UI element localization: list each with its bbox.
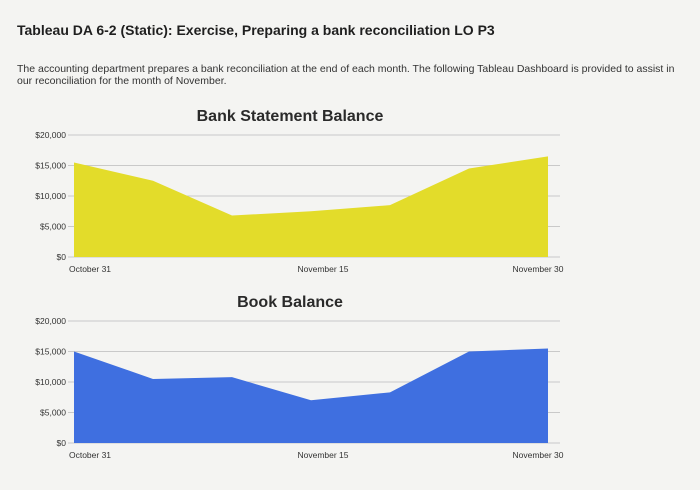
- y-tick-label: $5,000: [40, 222, 66, 232]
- y-tick-label: $0: [57, 252, 67, 262]
- intro-paragraph: The accounting department prepares a ban…: [17, 63, 675, 87]
- x-tick-label: November 15: [297, 450, 348, 460]
- bank-statement-balance-chart: $0 $5,000 $10,000 $15,000 $20,000 October 31 N…: [35, 130, 564, 274]
- y-tick-label: $20,000: [35, 316, 66, 326]
- area-series-1: [74, 348, 548, 443]
- x-tick-label: November 30: [512, 264, 563, 274]
- y-tick-label: $15,000: [35, 347, 66, 357]
- area-series-0: [74, 156, 548, 257]
- x-tick-label: October 31: [69, 450, 111, 460]
- y-tick-label: $20,000: [35, 130, 66, 140]
- y-tick-label: $0: [57, 438, 67, 448]
- x-tick-label: October 31: [69, 264, 111, 274]
- page-title: Tableau DA 6-2 (Static): Exercise, Prepa…: [17, 22, 495, 38]
- y-tick-label: $10,000: [35, 377, 66, 387]
- x-tick-label: November 30: [512, 450, 563, 460]
- x-tick-label: November 15: [297, 264, 348, 274]
- chart-title-book-balance: Book Balance: [237, 294, 343, 311]
- chart-title-bank-statement: Bank Statement Balance: [196, 108, 384, 125]
- book-balance-chart: $0 $5,000 $10,000 $15,000 $20,000 October 31 N…: [35, 316, 564, 460]
- y-tick-label: $10,000: [35, 191, 66, 201]
- y-tick-label: $15,000: [35, 161, 66, 171]
- y-tick-label: $5,000: [40, 408, 66, 418]
